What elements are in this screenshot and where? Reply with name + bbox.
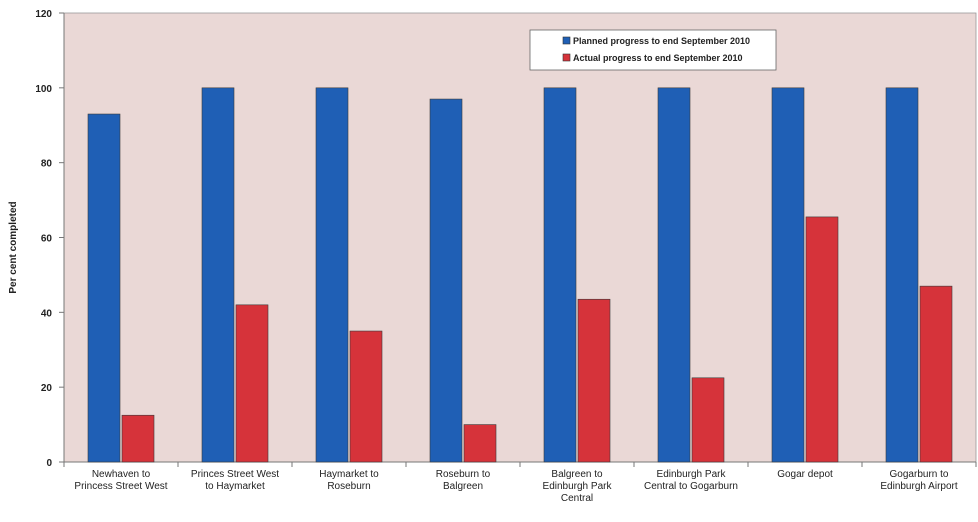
planned-bar <box>87 113 121 463</box>
x-category-label: Newhaven to Princess Street West <box>74 469 167 492</box>
actual-bar <box>463 424 497 463</box>
y-tick-label: 120 <box>35 9 52 20</box>
planned-bar <box>429 98 463 463</box>
actual-bar <box>919 285 953 463</box>
x-category-label: Gogarburn to Edinburgh Airport <box>880 469 957 492</box>
legend-label: Planned progress to end September 2010 <box>573 36 750 46</box>
actual-bar <box>577 298 611 463</box>
legend-box <box>529 29 777 71</box>
actual-bar <box>691 377 725 463</box>
x-category-label-line: Edinburgh Park <box>543 481 613 492</box>
x-category-label: Gogar depot <box>777 469 833 480</box>
x-category-label-line: Gogar depot <box>777 469 833 480</box>
y-axis-title: Per cent completed <box>8 201 19 293</box>
planned-bar <box>543 87 577 463</box>
x-category-label: Roseburn to Balgreen <box>436 469 491 492</box>
legend: Planned progress to end September 2010 Ac… <box>529 29 777 71</box>
y-tick-label: 40 <box>41 308 53 319</box>
x-axis: Newhaven to Princess Street West Princes S… <box>63 461 977 504</box>
actual-bar <box>349 330 383 463</box>
planned-bar <box>885 87 919 463</box>
x-category-label-line: Balgreen <box>443 481 483 492</box>
planned-bar <box>657 87 691 463</box>
x-category-label-line: Central to Gogarburn <box>644 481 738 492</box>
x-category-label-line: Gogarburn to <box>890 469 949 480</box>
x-category-label: Edinburgh Park Central to Gogarburn <box>644 469 738 492</box>
actual-bar <box>805 216 839 463</box>
y-tick-label: 60 <box>41 234 53 245</box>
planned-bar <box>315 87 349 463</box>
x-category-label-line: Newhaven to <box>92 469 151 480</box>
x-category-label-line: Roseburn <box>327 481 370 492</box>
y-tick-label: 80 <box>41 159 53 170</box>
legend-swatch <box>562 36 571 45</box>
x-category-label: Princes Street West to Haymarket <box>191 469 279 492</box>
x-category-label-line: to Haymarket <box>205 481 265 492</box>
x-category-label: Balgreen to Edinburgh Park Central <box>543 469 613 504</box>
actual-bar <box>235 304 269 463</box>
x-category-label-line: Haymarket to <box>319 469 379 480</box>
x-category-label-line: Princes Street West <box>191 469 279 480</box>
legend-swatch <box>562 53 571 62</box>
x-category-label-line: Edinburgh Airport <box>880 481 957 492</box>
x-category-label-line: Balgreen to <box>551 469 603 480</box>
y-tick-label: 100 <box>35 84 52 95</box>
x-category-label-line: Central <box>561 493 593 504</box>
x-category-label-line: Princess Street West <box>74 481 167 492</box>
y-tick-label: 0 <box>46 458 52 469</box>
x-category-label-line: Edinburgh Park <box>657 469 727 480</box>
x-category-label-line: Roseburn to <box>436 469 491 480</box>
x-category-label: Haymarket to Roseburn <box>319 469 379 492</box>
y-tick-label: 20 <box>41 383 53 394</box>
plot-background <box>63 12 977 463</box>
planned-bar <box>201 87 235 463</box>
bars <box>87 87 953 463</box>
planned-bar <box>771 87 805 463</box>
y-axis: 0 20 40 60 80 100 120 <box>35 9 65 469</box>
legend-label: Actual progress to end September 2010 <box>573 53 743 63</box>
actual-bar <box>121 414 155 463</box>
